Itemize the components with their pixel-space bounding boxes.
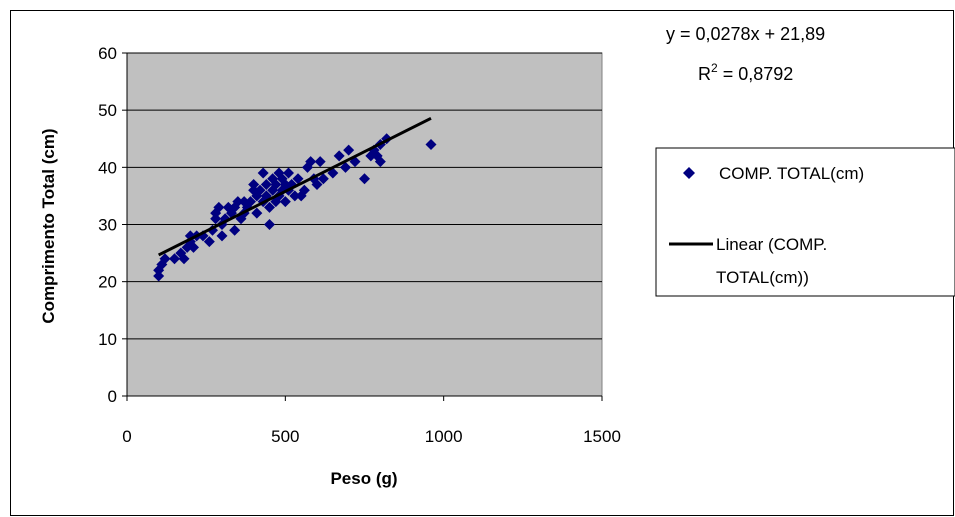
scatter-point [343, 144, 355, 156]
legend-box [655, 147, 955, 297]
y-axis-title: Comprimento Total (cm) [39, 128, 58, 323]
scatter-point [245, 196, 256, 208]
y-tick-label: 10 [98, 330, 117, 349]
y-tick-label: 20 [98, 273, 117, 292]
scatter-point [264, 201, 275, 213]
scatter-point [169, 253, 180, 265]
scatter-point [232, 196, 244, 208]
svg-text:R2= 0,8792: R2 = 0,8792 [698, 61, 793, 84]
r-squared-exponent: 2 [711, 61, 718, 75]
scatter-point [340, 161, 351, 173]
scatter-point [257, 167, 269, 179]
scatter-point [210, 213, 222, 225]
scatter-point [425, 138, 437, 150]
trendline-equation: y = 0,0278x + 21,89 [666, 24, 825, 44]
scatter-point [264, 219, 275, 230]
x-tick-label: 500 [271, 427, 299, 446]
x-tick-label: 1500 [583, 427, 621, 446]
r-squared-symbol: R [698, 64, 711, 84]
scatter-point [289, 190, 301, 202]
scatter-point [359, 173, 370, 185]
scatter-point [260, 178, 272, 190]
scatter-point [216, 230, 228, 242]
scatter-point [292, 173, 304, 185]
scatter-point [305, 156, 317, 168]
legend-label-scatter: COMP. TOTAL(cm) [719, 164, 864, 183]
x-tick-label: 0 [122, 427, 131, 446]
scatter-point [188, 241, 199, 253]
y-tick-label: 30 [98, 216, 117, 235]
scatter-point [203, 236, 215, 248]
y-axis-ticks: 0 10 20 30 40 50 60 [98, 44, 128, 406]
legend-marker-diamond-icon [683, 167, 695, 179]
scatter-point [153, 270, 165, 282]
scatter-point [314, 156, 326, 168]
x-axis-ticks: 0 500 1000 1500 [122, 395, 621, 446]
data-points [153, 133, 437, 282]
scatter-point [178, 253, 190, 265]
scatter-point [317, 173, 329, 185]
trendline [157, 116, 432, 257]
scatter-point [333, 150, 345, 162]
scatter-point [283, 167, 294, 179]
x-axis-title: Peso (g) [330, 469, 397, 488]
y-tick-label: 40 [98, 158, 117, 177]
scatter-point [229, 224, 241, 236]
legend-label-linear-line2: TOTAL(cm)) [716, 268, 809, 287]
x-tick-label: 1000 [425, 427, 463, 446]
legend: COMP. TOTAL(cm) Linear (COMP. TOTAL(cm)) [655, 147, 955, 297]
scatter-point [251, 207, 263, 219]
y-tick-label: 60 [98, 44, 117, 63]
scatter-point [270, 178, 282, 190]
scatter-point [175, 247, 187, 259]
scatter-point [213, 201, 225, 213]
r-squared-value: = 0,8792 [723, 64, 794, 84]
scatter-point [254, 184, 266, 196]
scatter-point [311, 178, 323, 190]
gridlines [127, 52, 602, 397]
scatter-point [248, 178, 260, 190]
scatter-point [159, 253, 171, 265]
r-squared-label: R2 = 0,8792 [698, 61, 793, 84]
scatter-point [374, 156, 386, 168]
y-tick-label: 50 [98, 101, 117, 120]
legend-label-linear-line1: Linear (COMP. [716, 235, 827, 254]
scatter-point [279, 196, 291, 208]
scatter-point [298, 184, 310, 196]
y-tick-label: 0 [108, 387, 117, 406]
